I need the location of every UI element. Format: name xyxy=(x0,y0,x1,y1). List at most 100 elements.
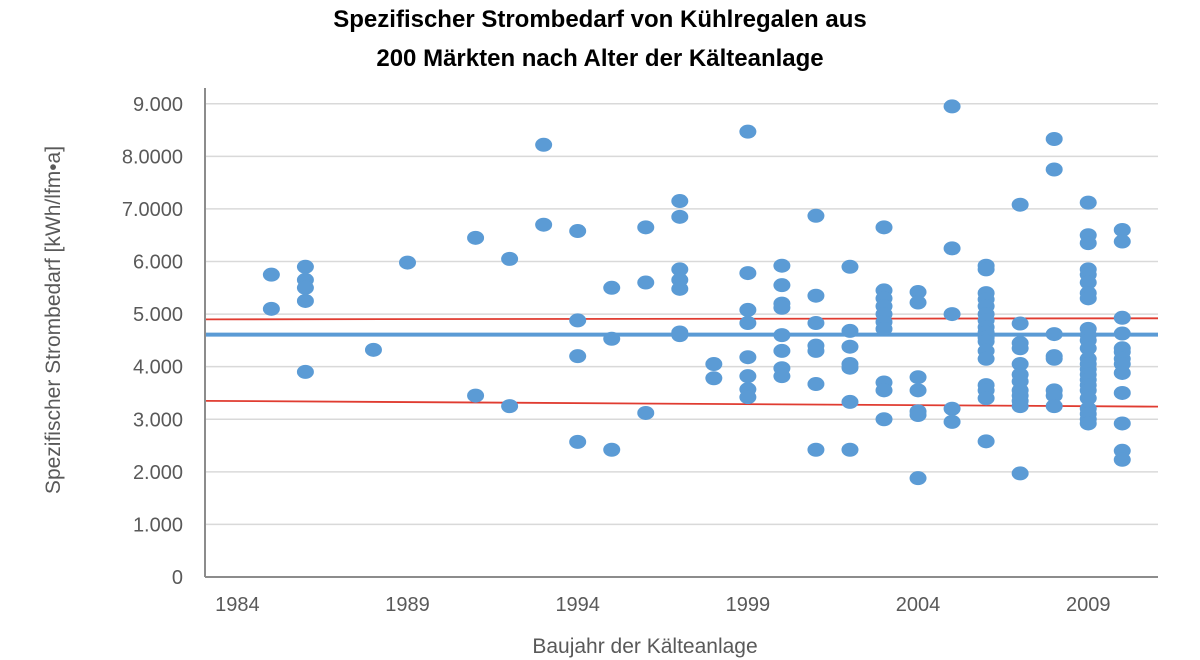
y-tick-label: 7.0000 xyxy=(122,199,183,221)
data-point xyxy=(909,370,927,385)
data-point xyxy=(501,399,519,414)
x-tick-label: 1989 xyxy=(385,594,430,616)
data-point xyxy=(807,208,825,223)
data-point xyxy=(637,220,655,235)
data-point xyxy=(399,255,417,270)
tick-labels: 0 1.000 2.000 3.000 4.000 5.000 6.000 7.0000 8.0… xyxy=(122,94,1111,616)
data-point xyxy=(773,300,791,315)
data-point xyxy=(807,316,825,331)
y-tick-label: 3.000 xyxy=(133,409,183,431)
data-point xyxy=(569,224,587,239)
data-point xyxy=(262,267,280,282)
data-point xyxy=(841,394,859,409)
data-point xyxy=(841,339,859,354)
data-point xyxy=(262,301,280,316)
data-point xyxy=(569,434,587,449)
data-point xyxy=(739,124,757,139)
data-point xyxy=(875,220,893,235)
data-point xyxy=(535,217,553,232)
data-point xyxy=(1011,357,1029,372)
data-point xyxy=(296,293,314,308)
data-point xyxy=(773,258,791,273)
data-point xyxy=(1011,466,1029,481)
data-point xyxy=(841,360,859,375)
data-point xyxy=(1011,399,1029,414)
y-tick-label: 9.000 xyxy=(133,94,183,116)
y-tick-label: 1.000 xyxy=(133,514,183,536)
data-point xyxy=(909,471,927,486)
data-point xyxy=(603,280,621,295)
data-point xyxy=(739,350,757,365)
data-point xyxy=(909,285,927,300)
data-point xyxy=(296,364,314,379)
data-point xyxy=(296,259,314,274)
data-point xyxy=(909,408,927,423)
data-point xyxy=(1011,197,1029,212)
data-point xyxy=(296,280,314,295)
data-point xyxy=(637,275,655,290)
data-point xyxy=(1079,195,1097,210)
grid-lines xyxy=(205,103,1158,526)
data-point xyxy=(841,323,859,338)
data-point xyxy=(841,259,859,274)
data-point xyxy=(977,434,995,449)
y-tick-label: 4.000 xyxy=(133,357,183,379)
data-point xyxy=(807,343,825,358)
data-point xyxy=(739,266,757,281)
data-point xyxy=(1045,388,1063,403)
data-point xyxy=(1045,327,1063,342)
data-point xyxy=(1045,132,1063,147)
data-points xyxy=(262,99,1131,486)
data-point xyxy=(739,369,757,384)
data-point xyxy=(1113,452,1131,467)
data-point xyxy=(705,371,723,386)
data-point xyxy=(909,295,927,310)
data-point xyxy=(1045,399,1063,414)
data-point xyxy=(1079,291,1097,306)
data-point xyxy=(671,262,689,277)
y-tick-label: 0 xyxy=(172,567,183,589)
data-point xyxy=(1079,236,1097,251)
data-point xyxy=(875,321,893,336)
data-point xyxy=(1079,275,1097,290)
data-point xyxy=(1113,234,1131,249)
data-point xyxy=(569,349,587,364)
data-point xyxy=(1113,365,1131,380)
data-point xyxy=(1045,162,1063,177)
data-point xyxy=(977,391,995,406)
data-point xyxy=(637,405,655,420)
data-point xyxy=(977,262,995,277)
axes xyxy=(204,88,1158,578)
data-point xyxy=(807,442,825,457)
data-point xyxy=(467,230,485,245)
data-point xyxy=(1113,326,1131,341)
data-point xyxy=(773,278,791,293)
data-point xyxy=(1113,385,1131,400)
data-point xyxy=(1011,341,1029,356)
data-point xyxy=(807,377,825,392)
data-point xyxy=(807,288,825,303)
data-point xyxy=(739,390,757,405)
data-point xyxy=(1113,222,1131,237)
x-tick-label: 1984 xyxy=(215,594,260,616)
band-line-lower xyxy=(204,399,1159,408)
data-point xyxy=(501,251,519,266)
data-point xyxy=(535,137,553,152)
x-axis-label: Baujahr der Kälteanlage xyxy=(532,635,757,658)
y-tick-label: 5.000 xyxy=(133,304,183,326)
y-tick-label: 8.0000 xyxy=(122,146,183,168)
x-tick-label: 1994 xyxy=(555,594,600,616)
data-point xyxy=(671,209,689,224)
data-point xyxy=(773,328,791,343)
x-tick-label: 2009 xyxy=(1066,594,1111,616)
data-point xyxy=(943,241,961,256)
data-point xyxy=(603,442,621,457)
data-point xyxy=(1045,351,1063,366)
y-tick-label: 2.000 xyxy=(133,462,183,484)
data-point xyxy=(603,331,621,346)
data-point xyxy=(1079,341,1097,356)
data-point xyxy=(875,412,893,427)
x-tick-label: 2004 xyxy=(896,594,941,616)
data-point xyxy=(364,342,382,357)
